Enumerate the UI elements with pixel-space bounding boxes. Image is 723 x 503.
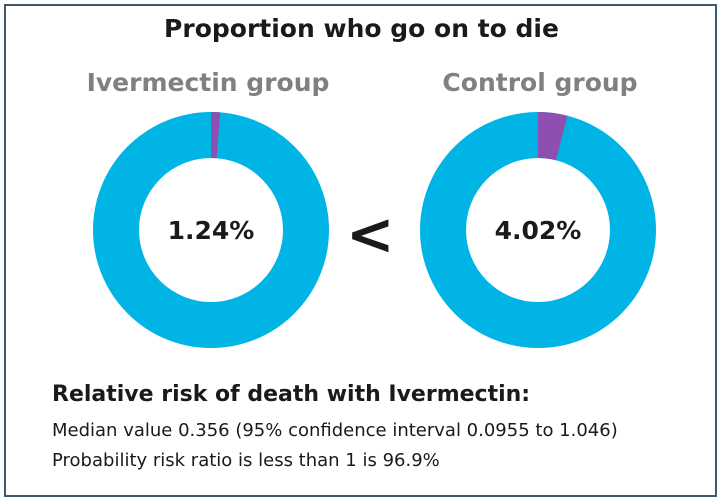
control-group-label: Control group (442, 68, 638, 97)
control-donut-died-slice (420, 112, 656, 348)
ivermectin-donut: 1.24% (93, 112, 329, 348)
median-value-text: Median value 0.356 (95% confidence inter… (52, 420, 618, 441)
relative-risk-heading: Relative risk of death with Ivermectin: (52, 382, 531, 407)
chart-title: Proportion who go on to die (164, 14, 559, 43)
control-donut: 4.02% (420, 112, 656, 348)
ivermectin-value-label: 1.24% (168, 216, 255, 245)
probability-text: Probability risk ratio is less than 1 is… (52, 450, 440, 471)
less-than-symbol: < (346, 200, 395, 268)
control-value-label: 4.02% (495, 216, 582, 245)
ivermectin-group-label: Ivermectin group (86, 68, 330, 97)
ivermectin-donut-died-slice (93, 112, 329, 348)
